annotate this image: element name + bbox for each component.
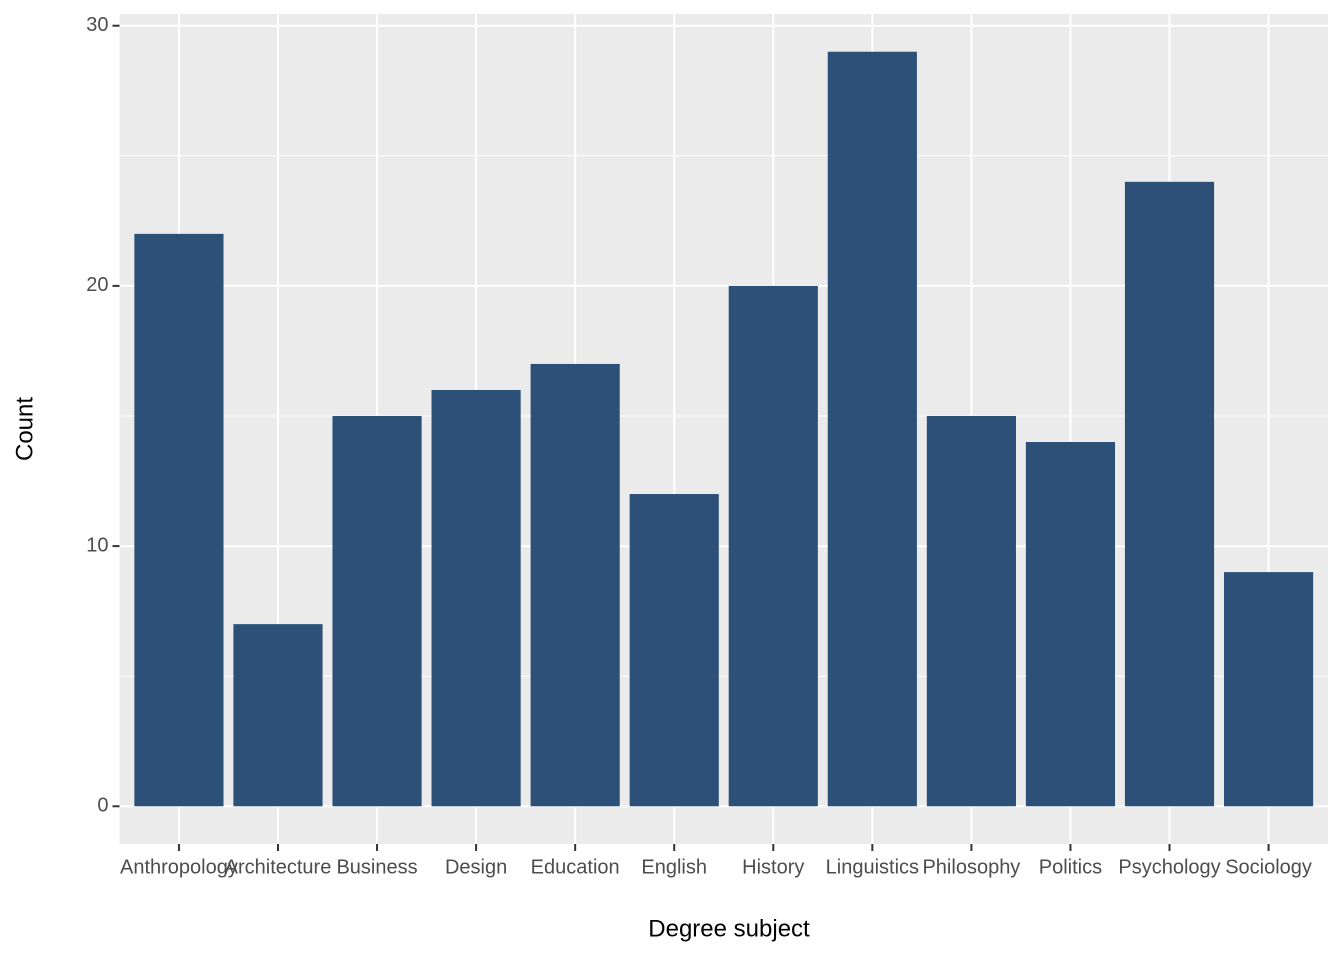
y-tick-label: 10 [86, 534, 108, 556]
x-tick-label: History [742, 856, 804, 878]
x-tick-label: Politics [1039, 856, 1102, 878]
x-tick-label: Business [336, 856, 417, 878]
y-tick-label: 0 [97, 795, 108, 817]
x-tick-label: Psychology [1118, 856, 1220, 878]
bar [134, 233, 224, 807]
x-tick-label: Anthropology [120, 856, 238, 878]
y-axis-title: Count [11, 397, 38, 461]
y-tick-label: 30 [86, 14, 108, 36]
x-tick-label: Philosophy [922, 856, 1020, 878]
bar [1124, 181, 1215, 807]
x-tick-label: Sociology [1225, 856, 1312, 878]
bar [728, 285, 818, 807]
bar [233, 624, 323, 807]
x-tick-label: Linguistics [826, 856, 919, 878]
bar [827, 51, 917, 807]
bar [926, 415, 1016, 807]
bar [431, 389, 521, 807]
bar [530, 363, 620, 807]
bar [1223, 572, 1314, 807]
x-axis-title: Degree subject [648, 915, 810, 942]
bar [629, 494, 719, 807]
bar [332, 415, 422, 807]
x-tick-label: Design [445, 856, 507, 878]
x-tick-label: English [641, 856, 707, 878]
x-tick-label: Education [531, 856, 620, 878]
x-tick-label: Architecture [225, 856, 332, 878]
bar [1025, 442, 1116, 807]
y-tick-label: 20 [86, 274, 108, 296]
